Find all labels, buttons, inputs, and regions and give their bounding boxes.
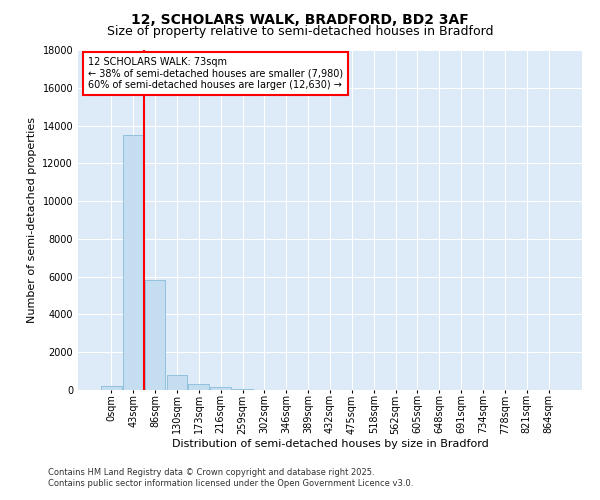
Bar (101, 386, 122, 390)
Bar (232, 389, 253, 390)
Bar (145, 280, 166, 390)
Bar (210, 387, 231, 390)
Bar (167, 375, 187, 390)
Text: Size of property relative to semi-detached houses in Bradford: Size of property relative to semi-detach… (107, 25, 493, 38)
Text: 12, SCHOLARS WALK, BRADFORD, BD2 3AF: 12, SCHOLARS WALK, BRADFORD, BD2 3AF (131, 12, 469, 26)
Text: Contains HM Land Registry data © Crown copyright and database right 2025.
Contai: Contains HM Land Registry data © Crown c… (48, 468, 413, 487)
Bar (188, 384, 209, 390)
Y-axis label: Number of semi-detached properties: Number of semi-detached properties (27, 117, 37, 323)
Text: 12 SCHOLARS WALK: 73sqm
← 38% of semi-detached houses are smaller (7,980)
60% of: 12 SCHOLARS WALK: 73sqm ← 38% of semi-de… (88, 57, 343, 90)
X-axis label: Distribution of semi-detached houses by size in Bradford: Distribution of semi-detached houses by … (172, 439, 488, 449)
Bar (123, 135, 143, 390)
